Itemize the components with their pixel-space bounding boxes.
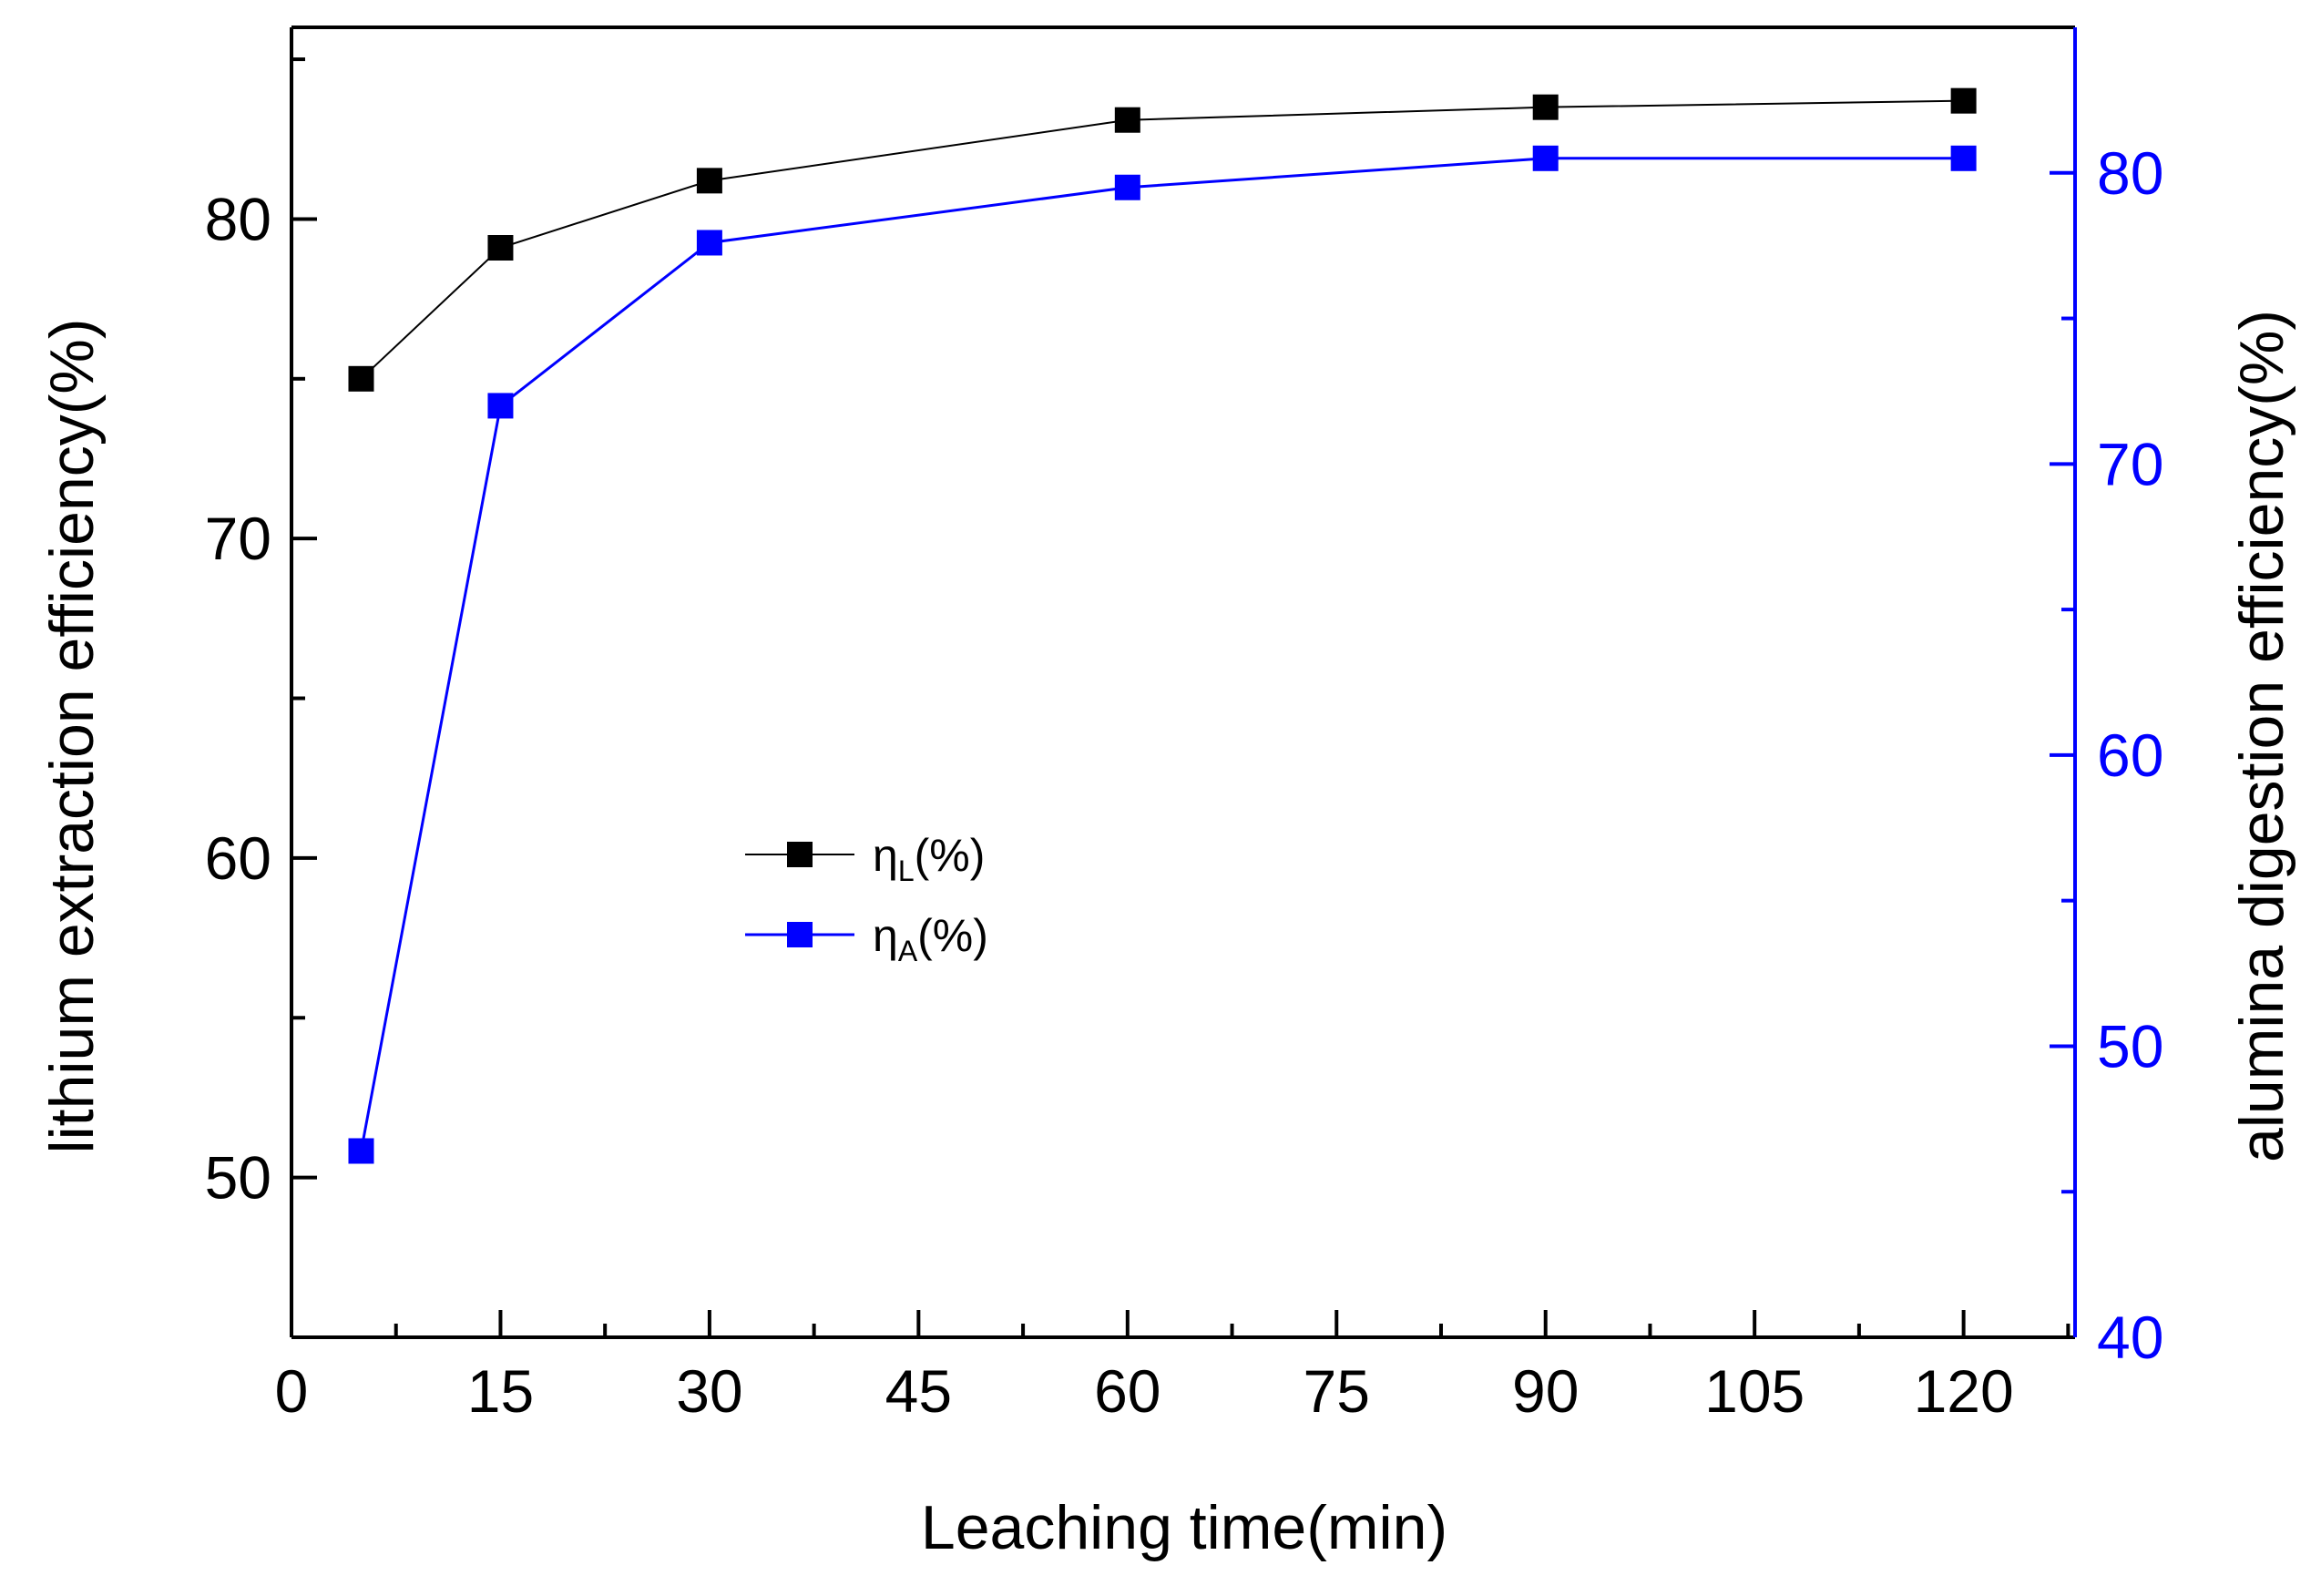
legend-subscript: L xyxy=(898,854,915,887)
series-A-point xyxy=(696,230,722,256)
x-axis-title: Leaching time(min) xyxy=(921,1493,1447,1562)
tick-marks xyxy=(290,26,2075,1339)
y2-tick-label: 40 xyxy=(2097,1304,2163,1371)
y2-tick-label: 80 xyxy=(2097,139,2163,207)
series-L-point xyxy=(1114,107,1140,133)
series-A-point xyxy=(1950,145,1977,171)
y-tick-label: 70 xyxy=(205,505,271,572)
series-layer xyxy=(348,87,1977,1164)
legend-symbol: η xyxy=(873,910,898,961)
x-tick-label: 45 xyxy=(885,1357,952,1425)
series-L-point xyxy=(348,365,374,392)
x-tick-label: 75 xyxy=(1304,1357,1370,1425)
x-tick-label: 90 xyxy=(1512,1357,1579,1425)
y-axis-title: lithium extraction efficiency(%) xyxy=(37,318,107,1153)
series-L-point xyxy=(696,168,722,194)
legend: ηL(%)ηA(%) xyxy=(745,830,988,967)
y2-axis-title: alumina digestion efficiency(%) xyxy=(2227,310,2296,1162)
legend-symbol: η xyxy=(873,830,898,881)
x-tick-label: 0 xyxy=(275,1357,309,1425)
y-tick-label: 50 xyxy=(205,1144,271,1212)
legend-label: ηL(%) xyxy=(873,830,985,887)
series-L-point xyxy=(487,235,514,261)
tick-labels: 0 15 30 45 60 75 90 105 120 50 60 70 80 40 50 60 70 80 xyxy=(205,139,2164,1425)
legend-subscript: A xyxy=(898,935,918,967)
y2-tick-label: 60 xyxy=(2097,721,2163,789)
series-L-point xyxy=(1950,87,1977,114)
legend-marker xyxy=(787,842,813,867)
x-tick-label: 60 xyxy=(1094,1357,1160,1425)
x-tick-label: 15 xyxy=(467,1357,534,1425)
series-A-point xyxy=(348,1138,374,1164)
y2-tick-label: 70 xyxy=(2097,430,2163,497)
x-tick-label: 30 xyxy=(676,1357,742,1425)
legend-suffix: (%) xyxy=(915,830,986,881)
legend-suffix: (%) xyxy=(917,910,988,961)
y2-tick-label: 50 xyxy=(2097,1012,2163,1079)
legend-label: ηA(%) xyxy=(873,910,988,967)
series-A-point xyxy=(1532,145,1559,171)
axes-frame xyxy=(290,26,2077,1339)
series-A-point xyxy=(1114,174,1140,200)
series-A-line xyxy=(360,157,1964,1151)
series-A-point xyxy=(487,393,514,419)
y-tick-label: 60 xyxy=(205,824,271,892)
series-L-line xyxy=(360,99,1964,380)
x-tick-label: 105 xyxy=(1704,1357,1805,1425)
x-tick-label: 120 xyxy=(1914,1357,2014,1425)
legend-marker xyxy=(787,922,813,947)
series-L-point xyxy=(1532,94,1559,120)
y-tick-label: 80 xyxy=(205,185,271,252)
